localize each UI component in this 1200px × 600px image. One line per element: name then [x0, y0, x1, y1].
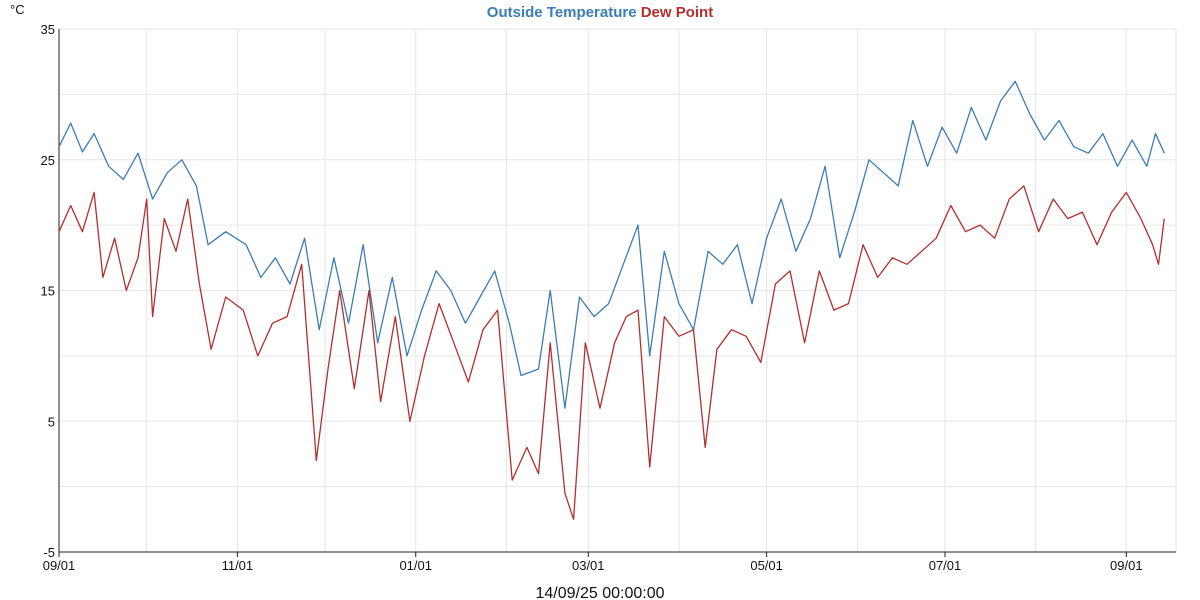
text-layer: -5 5 15 25 35 °C 09/01 11/01 01/01 03/01 05/01 07/0…	[10, 2, 1143, 600]
legend-entry: Outside Temperature	[487, 4, 637, 21]
y-tick-label: 35	[41, 22, 55, 37]
y-tick-label: -5	[43, 545, 55, 560]
y-axis-unit-label: °C	[10, 2, 25, 17]
x-tick-label: 01/01	[399, 558, 432, 573]
series-line	[58, 185, 1165, 520]
y-tick-label: 5	[48, 414, 55, 429]
x-tick-label: 05/01	[750, 558, 783, 573]
x-tick-label: 07/01	[929, 558, 962, 573]
legend-title: Outside Temperature Dew Point	[487, 4, 713, 21]
x-tick-label: 03/01	[572, 558, 605, 573]
y-tick-label: 15	[41, 284, 55, 299]
series-layer	[58, 80, 1165, 520]
x-tick-label: 11/01	[222, 558, 254, 573]
grid-layer	[59, 28, 1177, 553]
series-line	[58, 80, 1165, 409]
timestamp-label: 14/09/25 00:00:00	[535, 585, 664, 600]
y-tick-label: 25	[41, 153, 55, 168]
x-tick-label: 09/01	[1110, 558, 1143, 573]
x-tick-label: 09/01	[43, 558, 76, 573]
legend-entry: Dew Point	[637, 4, 714, 21]
axis-layer	[58, 29, 1176, 557]
